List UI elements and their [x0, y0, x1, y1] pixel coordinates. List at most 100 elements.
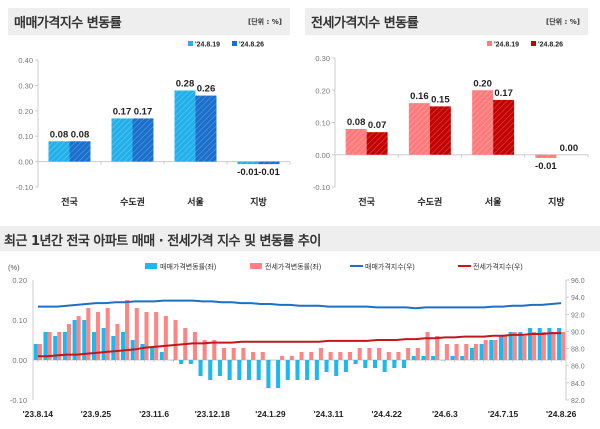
jeonse-change-bar — [367, 348, 372, 360]
sale-change-bar — [547, 328, 552, 360]
jeonse-change-bar — [551, 332, 556, 360]
jeonse-change-bar — [76, 316, 81, 360]
bar-previous — [345, 128, 367, 155]
x-tick-label: '23.8.14 — [23, 409, 54, 419]
sale-change-bar — [276, 360, 281, 388]
sale-change-bar — [324, 360, 329, 372]
jeonse-change-bar — [66, 324, 71, 360]
sale-change-bar — [237, 360, 242, 380]
bar-previous — [535, 154, 557, 158]
y2-tick-label: 94.0 — [571, 295, 585, 302]
sale-change-bar — [343, 360, 348, 372]
bar-previous — [111, 118, 133, 162]
x-tick-label: '24.8.26 — [546, 409, 577, 419]
jeonse-change-bar — [212, 340, 217, 360]
jeonse-change-bar — [260, 352, 265, 360]
sale-change-bar — [353, 360, 358, 364]
data-label: 0.17 — [113, 106, 132, 117]
trend-panel-title: 최근 1년간 전국 아파트 매매 · 전세가격 지수 및 변동률 추이 — [4, 234, 321, 249]
jeonse-panel-header: 전세가격지수 변동률 [단위 : %] — [305, 8, 588, 35]
sale-change-bar — [188, 360, 193, 364]
bar-previous — [174, 90, 196, 162]
legend-swatch — [531, 41, 536, 46]
y-axis-unit: (%) — [8, 263, 20, 272]
sale-change-bar — [208, 360, 213, 380]
y-tick-label: 0.20 — [315, 86, 330, 95]
sale-change-bar — [43, 332, 48, 360]
sale-change-bar — [120, 332, 126, 360]
sale-change-bar — [314, 360, 319, 380]
data-label: 0.08 — [50, 129, 69, 140]
bar-current — [258, 161, 280, 165]
sale-change-bar — [479, 344, 484, 360]
sale-change-bar — [266, 360, 271, 388]
y-tick-label: 0.30 — [18, 81, 33, 90]
data-label: -0.01 — [535, 161, 557, 172]
x-tick-label: '23.9.25 — [81, 409, 112, 419]
y-tick-label: 0.10 — [315, 119, 330, 128]
y2-tick-label: 88.0 — [571, 347, 585, 354]
category-label: 서울 — [187, 196, 204, 207]
category-label: 수도권 — [120, 196, 145, 207]
y-tick-label: -0.10 — [16, 183, 33, 192]
sale-change-bar — [372, 360, 378, 368]
legend-label: '24.8.26 — [239, 42, 264, 49]
legend-label: '24.8.19 — [195, 42, 220, 49]
sale-change-bar — [431, 356, 436, 360]
jeonse-change-bar — [105, 308, 110, 360]
bar-current — [493, 99, 515, 155]
sale-change-bar — [421, 356, 426, 360]
sale-panel-title: 매매가격지수 변동률 — [14, 16, 122, 31]
sale-change-bar — [72, 320, 77, 360]
legend-swatch — [232, 41, 237, 46]
data-label: 0.28 — [176, 78, 195, 89]
sale-change-bar — [402, 360, 407, 368]
sale-change-bar — [411, 356, 416, 360]
jeonse-change-bar — [47, 332, 52, 360]
y2-tick-label: 92.0 — [571, 312, 585, 319]
data-label: 0.17 — [494, 88, 513, 99]
jeonse-change-bar — [299, 352, 304, 360]
jeonse-change-bar — [532, 332, 537, 360]
bar-current — [195, 95, 217, 162]
y-tick-label: 0.00 — [18, 158, 33, 167]
data-label: 0.16 — [410, 91, 429, 102]
jeonse-change-bar — [163, 316, 168, 360]
jeonse-change-bar — [464, 344, 469, 360]
sale-panel-unit: [단위 : %] — [248, 18, 282, 26]
jeonse-change-bar — [454, 344, 459, 360]
data-label: 0.15 — [431, 94, 450, 105]
y2-tick-label: 82.0 — [571, 398, 585, 405]
legend-swatch — [145, 263, 157, 269]
category-label: 지방 — [250, 196, 267, 207]
jeonse-change-bar — [125, 300, 130, 360]
y-tick-label: 0.10 — [12, 316, 27, 325]
jeonse-change-bar — [503, 336, 508, 360]
y2-tick-label: 90.0 — [571, 329, 585, 336]
bar-current — [132, 118, 154, 162]
legend-swatch — [188, 41, 193, 46]
sale-panel-header: 매매가격지수 변동률 [단위 : %] — [8, 8, 290, 35]
jeonse-change-bar — [561, 332, 566, 360]
x-tick-label: '23.11.6 — [139, 409, 169, 419]
legend-label: 전세가격지수(우) — [473, 262, 523, 271]
sale-change-bar — [82, 320, 87, 360]
bar-current — [69, 141, 91, 162]
sale-change-bar — [363, 360, 368, 368]
x-tick-label: '24.1.29 — [255, 409, 286, 419]
sale-change-bar — [392, 360, 397, 368]
y-tick-label: 0.40 — [18, 56, 33, 65]
sale-change-bar — [159, 352, 164, 360]
jeonse-change-bar — [522, 336, 527, 360]
jeonse-change-bar — [444, 344, 449, 360]
y2-tick-label: 84.0 — [571, 381, 585, 388]
jeonse-change-bar — [221, 348, 227, 360]
sale-change-bar — [227, 360, 232, 380]
jeonse-change-bar — [328, 352, 333, 360]
data-label: 0.17 — [134, 106, 153, 117]
data-label: 0.20 — [473, 78, 492, 89]
sale-change-bar — [508, 332, 513, 360]
jeonse-panel-title: 전세가격지수 변동률 — [311, 16, 419, 31]
y2-tick-label: 96.0 — [571, 278, 585, 285]
jeonse-change-bar — [425, 332, 430, 360]
